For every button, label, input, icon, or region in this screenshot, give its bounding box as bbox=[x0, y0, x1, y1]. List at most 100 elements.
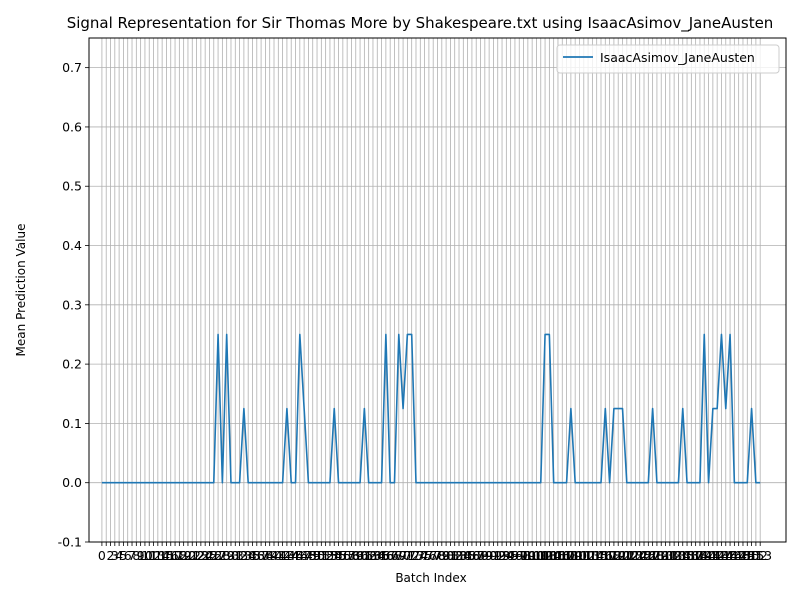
x-tick-label: 33 bbox=[236, 548, 252, 563]
x-tick-label: 71 bbox=[399, 548, 415, 563]
x-tick-label: 116 bbox=[589, 548, 613, 563]
x-axis: 0 234567891011121314151617181920212223242… bbox=[98, 542, 772, 563]
x-tick-label: 75 bbox=[417, 548, 433, 563]
x-tick-label: 119 bbox=[602, 548, 626, 563]
x-tick-label: 61 bbox=[356, 548, 372, 563]
x-tick-label: 25 bbox=[202, 548, 218, 563]
x-tick-label: 54 bbox=[326, 548, 342, 563]
x-tick-label: 89 bbox=[477, 548, 493, 563]
x-tick-label: 107 bbox=[550, 548, 574, 563]
x-tick-label: 63 bbox=[365, 548, 381, 563]
x-tick-label: 90 bbox=[481, 548, 497, 563]
x-tick-label: 44 bbox=[283, 548, 299, 563]
x-tick-label: 45 bbox=[288, 548, 304, 563]
x-tick-label: 99 bbox=[520, 548, 536, 563]
x-tick-label: 64 bbox=[369, 548, 385, 563]
x-tick-label: 92 bbox=[490, 548, 506, 563]
x-tick-label: 50 bbox=[309, 548, 325, 563]
x-tick-label: 82 bbox=[447, 548, 463, 563]
x-tick-label: 110 bbox=[563, 548, 587, 563]
grid bbox=[89, 38, 786, 543]
x-tick-label: 22 bbox=[189, 548, 205, 563]
x-tick-label: 52 bbox=[318, 548, 334, 563]
x-tick-label: 147 bbox=[722, 548, 746, 563]
x-tick-label: 56 bbox=[335, 548, 351, 563]
x-tick-label: 68 bbox=[387, 548, 403, 563]
y-tick-label: 0.5 bbox=[62, 179, 82, 194]
x-tick-label: 55 bbox=[331, 548, 347, 563]
x-tick-label: 77 bbox=[425, 548, 441, 563]
x-tick-label: 0 bbox=[98, 548, 106, 563]
y-tick-label: 0.4 bbox=[62, 238, 82, 253]
y-tick-label: 0.2 bbox=[62, 357, 82, 372]
x-tick-label: 115 bbox=[585, 548, 609, 563]
series-line bbox=[101, 333, 761, 484]
x-tick-label: 127 bbox=[636, 548, 660, 563]
x-tick-label: 83 bbox=[451, 548, 467, 563]
x-tick-label: 3 bbox=[111, 548, 119, 563]
x-tick-label: 118 bbox=[598, 548, 622, 563]
x-tick-label: 70 bbox=[395, 548, 411, 563]
x-tick-label: 151 bbox=[740, 548, 764, 563]
x-tick-label: 59 bbox=[348, 548, 364, 563]
x-tick-label: 133 bbox=[662, 548, 686, 563]
x-tick-label: 134 bbox=[667, 548, 691, 563]
x-tick-label: 27 bbox=[210, 548, 226, 563]
x-tick-label: 146 bbox=[718, 548, 742, 563]
x-tick-label: 62 bbox=[361, 548, 377, 563]
x-tick-label: 66 bbox=[378, 548, 394, 563]
x-tick-label: 123 bbox=[619, 548, 643, 563]
y-tick-label: 0.1 bbox=[62, 416, 82, 431]
x-tick-label: 150 bbox=[735, 548, 759, 563]
x-tick-label: 86 bbox=[464, 548, 480, 563]
x-tick-label: 12 bbox=[146, 548, 162, 563]
x-tick-label: 143 bbox=[705, 548, 729, 563]
x-tick-label: 69 bbox=[391, 548, 407, 563]
x-tick-label: 125 bbox=[628, 548, 652, 563]
x-tick-label: 136 bbox=[675, 548, 699, 563]
x-tick-label: 112 bbox=[572, 548, 596, 563]
x-tick-label: 120 bbox=[606, 548, 630, 563]
x-tick-label: 43 bbox=[279, 548, 295, 563]
x-tick-label: 5 bbox=[119, 548, 127, 563]
series-layer bbox=[101, 333, 761, 484]
y-tick-label: 0.3 bbox=[62, 297, 82, 312]
x-tick-label: 122 bbox=[615, 548, 639, 563]
x-tick-label: 23 bbox=[193, 548, 209, 563]
x-tick-label: 84 bbox=[455, 548, 471, 563]
x-tick-label: 139 bbox=[688, 548, 712, 563]
x-tick-label: 42 bbox=[275, 548, 291, 563]
x-tick-label: 94 bbox=[498, 548, 514, 563]
x-tick-label: 149 bbox=[731, 548, 755, 563]
x-tick-label: 26 bbox=[206, 548, 222, 563]
x-tick-label: 78 bbox=[430, 548, 446, 563]
x-tick-label: 108 bbox=[555, 548, 579, 563]
x-tick-label: 100 bbox=[520, 548, 544, 563]
x-tick-label: 109 bbox=[559, 548, 583, 563]
y-axis-label: Mean Prediction Value bbox=[14, 224, 28, 357]
x-tick-label: 145 bbox=[714, 548, 738, 563]
x-tick-label: 36 bbox=[249, 548, 265, 563]
x-tick-label: 124 bbox=[623, 548, 647, 563]
x-tick-label: 137 bbox=[679, 548, 703, 563]
legend-box bbox=[556, 44, 780, 74]
x-tick-label: 73 bbox=[408, 548, 424, 563]
x-tick-label: 34 bbox=[240, 548, 256, 563]
x-tick-label: 24 bbox=[197, 548, 213, 563]
y-tick-label: 0.6 bbox=[62, 119, 82, 134]
x-tick-label: 67 bbox=[382, 548, 398, 563]
x-tick-label: 98 bbox=[516, 548, 532, 563]
x-tick-label: 15 bbox=[158, 548, 174, 563]
x-tick-label: 4 bbox=[115, 548, 123, 563]
x-tick-label: 106 bbox=[546, 548, 570, 563]
x-tick-label: 39 bbox=[262, 548, 278, 563]
x-tick-label: 105 bbox=[542, 548, 566, 563]
x-tick-label: 153 bbox=[748, 548, 772, 563]
x-tick-label: 80 bbox=[438, 548, 454, 563]
x-tick-label: 117 bbox=[593, 548, 617, 563]
x-tick-label: 79 bbox=[434, 548, 450, 563]
x-tick-label: 58 bbox=[343, 548, 359, 563]
x-tick-label: 111 bbox=[568, 548, 592, 563]
x-tick-label: 81 bbox=[442, 548, 458, 563]
